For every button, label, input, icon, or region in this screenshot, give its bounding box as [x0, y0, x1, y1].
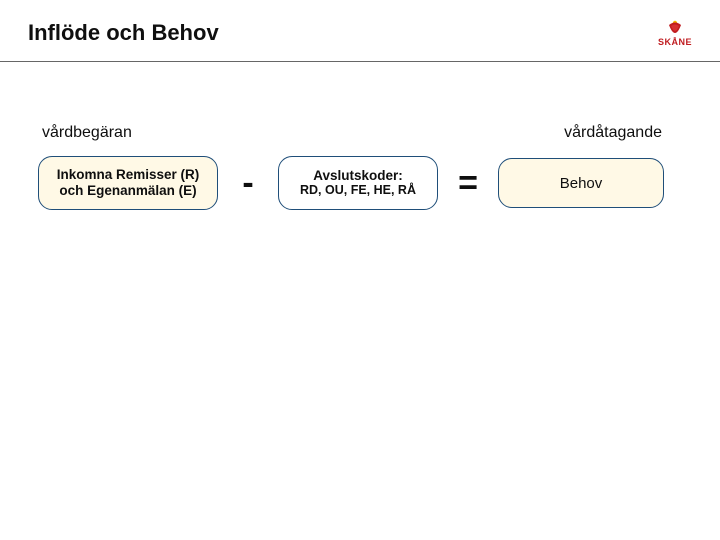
page-title: Inflöde och Behov: [28, 20, 219, 46]
inflow-line-1: Inkomna Remisser (R): [53, 167, 203, 183]
operator-minus: -: [236, 166, 260, 200]
need-text: Behov: [513, 175, 649, 192]
brand-logo-text: SKÅNE: [658, 37, 692, 47]
equation-box-need: Behov: [498, 158, 664, 208]
column-labels-row: vårdbegäran vårdåtagande: [0, 62, 720, 142]
equation-box-closurecodes: Avslutskoder: RD, OU, FE, HE, RÅ: [278, 156, 438, 210]
operator-equals: =: [456, 166, 480, 200]
equation-row: Inkomna Remisser (R) och Egenanmälan (E)…: [0, 142, 720, 210]
skane-logo-icon: [665, 16, 685, 36]
header: Inflöde och Behov SKÅNE: [0, 0, 720, 55]
label-right: vårdåtagande: [564, 124, 662, 142]
equation-box-inflow: Inkomna Remisser (R) och Egenanmälan (E): [38, 156, 218, 210]
closurecodes-line-1: Avslutskoder:: [293, 168, 423, 184]
inflow-line-2: och Egenanmälan (E): [53, 183, 203, 199]
label-left: vårdbegäran: [42, 124, 132, 142]
closurecodes-line-2: RD, OU, FE, HE, RÅ: [293, 183, 423, 198]
brand-logo: SKÅNE: [658, 16, 692, 47]
